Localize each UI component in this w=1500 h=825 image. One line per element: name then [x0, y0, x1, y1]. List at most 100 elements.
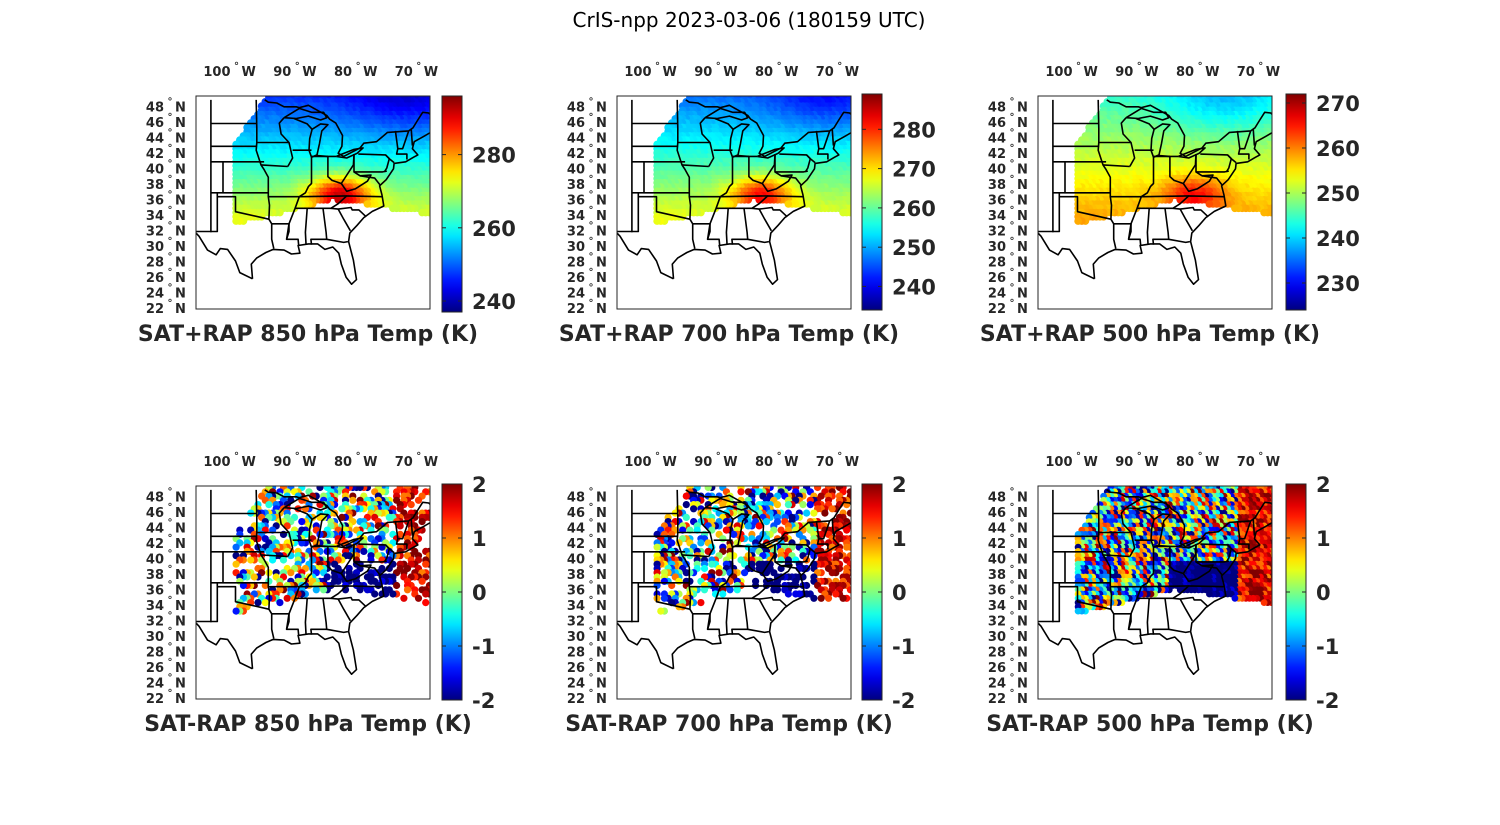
- state-border-path: [716, 195, 804, 210]
- state-border-path: [617, 196, 640, 233]
- state-border-path: [1225, 154, 1233, 173]
- state-border-path: [780, 175, 802, 186]
- state-border-path: [1127, 156, 1155, 240]
- lat-tick-degree: °: [1010, 97, 1015, 108]
- lon-tick-label: 100: [624, 65, 651, 80]
- lat-tick-suffix: N: [596, 147, 607, 162]
- lat-tick-label: 36: [567, 194, 585, 209]
- state-border-path: [1137, 195, 1225, 210]
- colorbar: [441, 95, 463, 313]
- state-border-path: [706, 156, 734, 240]
- lon-tick-label: 80: [1176, 65, 1194, 80]
- coastline-path: [1150, 123, 1171, 158]
- panel-title: SAT+RAP 500 hPa Temp (K): [980, 322, 1320, 347]
- lat-tick-suffix: N: [596, 132, 607, 147]
- lat-tick-suffix: N: [175, 240, 186, 255]
- lat-tick-degree: °: [589, 128, 594, 139]
- coastline-path: [1038, 232, 1095, 280]
- coastline-path: [1125, 107, 1170, 121]
- data-point: [269, 556, 277, 564]
- lat-tick-suffix: N: [1017, 178, 1028, 193]
- coastline-path: [1178, 147, 1206, 159]
- colorbar-tick-label: 270: [1316, 92, 1360, 116]
- lat-tick-label: 46: [146, 116, 164, 131]
- lat-tick-suffix: N: [175, 225, 186, 240]
- state-border-path: [831, 128, 835, 146]
- lon-tick-degree: °: [716, 61, 721, 72]
- data-point: [334, 196, 343, 204]
- data-point: [360, 547, 368, 556]
- lat-tick-degree: °: [168, 267, 173, 278]
- lat-tick-suffix: N: [175, 287, 186, 302]
- data-point: [247, 556, 255, 564]
- sat-rap-sum-500-panel: 100 ° W 90 ° W 80 ° W 70 ° W48 ° N46 ° N44 ° N42 ° N40 ° N38 °…: [980, 61, 1360, 347]
- state-border-path: [1252, 128, 1256, 146]
- state-border-path: [1172, 206, 1209, 218]
- lat-tick-label: 24: [146, 287, 164, 302]
- state-border-path: [330, 206, 367, 218]
- state-border-path: [1201, 175, 1223, 186]
- lat-tick-degree: °: [589, 159, 594, 170]
- data-point: [389, 204, 397, 213]
- lon-tick-degree: °: [1258, 61, 1263, 72]
- lat-tick-degree: °: [589, 174, 594, 185]
- lat-tick-label: 44: [567, 132, 585, 147]
- data-point: [363, 200, 372, 208]
- lat-tick-degree: °: [168, 128, 173, 139]
- state-border-path: [737, 154, 749, 158]
- state-border-path: [285, 156, 313, 240]
- lat-tick-degree: °: [1010, 159, 1015, 170]
- lon-tick-label: 90: [1115, 65, 1133, 80]
- lat-tick-degree: °: [589, 236, 594, 247]
- data-point: [338, 513, 346, 522]
- state-border-path: [304, 208, 308, 244]
- coastline-path: [1106, 99, 1272, 158]
- lat-tick-suffix: N: [596, 240, 607, 255]
- data-point: [298, 518, 306, 526]
- lon-tick-degree: °: [1198, 61, 1203, 72]
- lat-tick-suffix: N: [1017, 225, 1028, 240]
- data-point: [396, 522, 404, 530]
- lat-tick-suffix: N: [175, 116, 186, 131]
- lat-tick-label: 40: [988, 163, 1006, 178]
- state-border-path: [278, 117, 294, 167]
- state-border-path: [751, 206, 788, 218]
- colorbar-tick-label: 250: [892, 236, 936, 260]
- lat-tick-suffix: N: [175, 256, 186, 271]
- lat-tick-suffix: N: [175, 271, 186, 286]
- state-border-path: [295, 195, 383, 210]
- data-point: [338, 505, 346, 513]
- data-point: [232, 543, 240, 551]
- colorbar-tick-label: 280: [892, 118, 936, 142]
- lat-tick-degree: °: [589, 143, 594, 154]
- lat-tick-suffix: N: [596, 271, 607, 286]
- lat-tick-suffix: N: [596, 225, 607, 240]
- lat-tick-label: 28: [146, 256, 164, 271]
- colorbar-tick-label: 240: [892, 275, 936, 299]
- coastline-path: [283, 107, 328, 121]
- data-point: [784, 200, 793, 208]
- state-border-path: [1038, 196, 1061, 233]
- lat-tick-label: 42: [567, 147, 585, 162]
- data-point: [1074, 217, 1082, 225]
- data-point: [385, 513, 393, 522]
- figure-title: CrIS-npp 2023-03-06 (180159 UTC): [573, 8, 926, 32]
- state-border-path: [681, 164, 709, 168]
- lat-tick-degree: °: [589, 283, 594, 294]
- lon-tick-degree: °: [416, 61, 421, 72]
- lat-tick-suffix: N: [596, 116, 607, 131]
- data-field: [1074, 96, 1272, 225]
- state-border-path: [637, 192, 691, 220]
- lon-tick-suffix: W: [363, 65, 377, 80]
- state-border-path: [196, 196, 219, 233]
- lat-tick-label: 34: [567, 209, 585, 224]
- lat-tick-suffix: N: [596, 256, 607, 271]
- state-border-path: [747, 238, 770, 244]
- lat-tick-degree: °: [589, 112, 594, 123]
- lat-tick-label: 48: [146, 101, 164, 116]
- lat-tick-degree: °: [1010, 128, 1015, 139]
- lon-tick-suffix: W: [784, 65, 798, 80]
- sat-rap-sum-850-panel: 100 ° W 90 ° W 80 ° W 70 ° W48 ° N46 ° N44 ° N42 ° N40 ° N38 °…: [138, 61, 516, 347]
- data-point: [298, 539, 306, 547]
- lon-tick-suffix: W: [845, 65, 859, 80]
